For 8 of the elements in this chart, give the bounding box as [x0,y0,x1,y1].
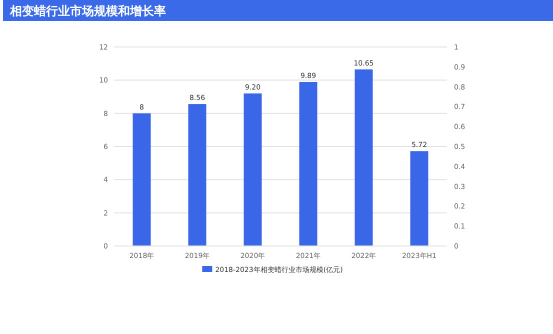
bar [354,69,373,246]
chart-title: 相变蜡行业市场规模和增长率 [9,4,166,18]
bar [299,82,318,246]
bar [188,104,206,246]
title-banner: 相变蜡行业市场规模和增长率 [0,0,553,21]
bar [244,93,262,246]
bar [410,151,428,246]
bar [132,113,151,246]
